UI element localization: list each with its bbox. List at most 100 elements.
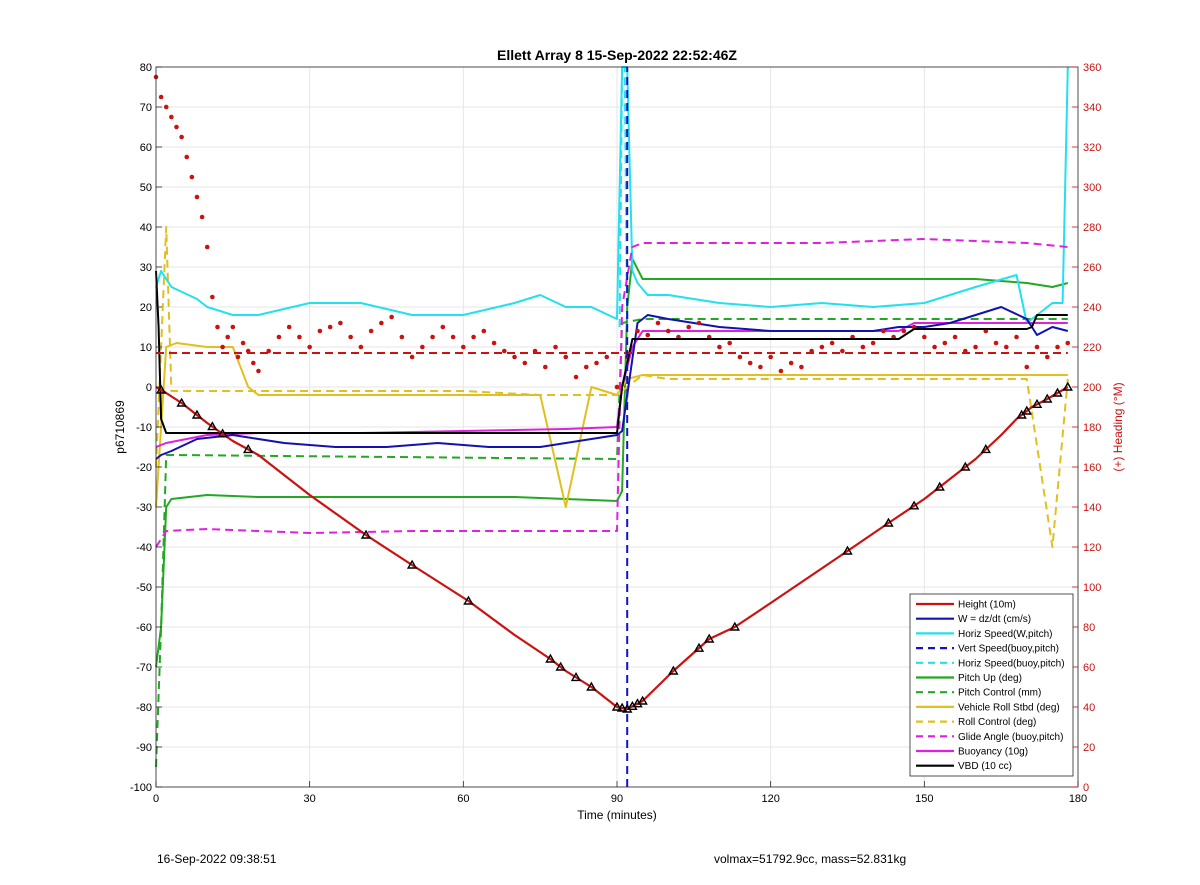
- heading-point: [840, 348, 845, 354]
- legend-label: Buoyancy (10g): [958, 747, 1028, 758]
- legend-label: Roll Control (deg): [958, 717, 1036, 728]
- heading-point: [286, 324, 292, 330]
- series-layer: [153, 66, 1071, 787]
- y2-tick-label: 20: [1083, 742, 1095, 754]
- heading-point: [184, 154, 190, 160]
- y2-tick-label: 300: [1083, 182, 1101, 194]
- heading-point: [276, 334, 282, 340]
- y-tick-label: 70: [140, 102, 152, 114]
- y-tick-label: 10: [140, 342, 152, 354]
- heading-point: [189, 174, 195, 180]
- series-vehicle-roll-stbd-deg: [155, 342, 1068, 508]
- heading-point: [430, 334, 435, 340]
- y2-tick-label: 200: [1083, 382, 1101, 394]
- y2-tick-label: 40: [1083, 702, 1095, 714]
- heading-point: [158, 94, 164, 100]
- y-tick-label: -80: [136, 702, 152, 714]
- heading-point: [717, 344, 722, 350]
- height-marker: [555, 661, 566, 671]
- legend-box: [909, 593, 1074, 777]
- heading-point: [799, 364, 804, 370]
- y2-tick-label: 0: [1083, 782, 1089, 794]
- height-marker: [242, 443, 254, 454]
- height-marker: [463, 595, 474, 605]
- height-marker: [980, 443, 992, 454]
- height-marker: [570, 671, 582, 682]
- heading-point: [230, 324, 236, 330]
- x-tick-label: 90: [611, 793, 623, 805]
- heading-point: [1034, 344, 1040, 350]
- heading-point: [251, 360, 256, 366]
- heading-point: [778, 368, 784, 374]
- heading-point: [583, 364, 589, 370]
- heading-point: [788, 360, 794, 366]
- heading-point: [327, 324, 333, 330]
- heading-point: [225, 334, 231, 340]
- y-tick-label: -50: [136, 582, 152, 594]
- chart-title: Ellett Array 8 15-Sep-2022 22:52:46Z: [497, 47, 737, 63]
- heading-point: [179, 134, 184, 140]
- y-tick-label: -40: [136, 542, 152, 554]
- y2-tick-label: 280: [1083, 222, 1101, 234]
- heading-point: [1014, 334, 1019, 340]
- height-marker: [668, 665, 679, 675]
- heading-point: [512, 354, 517, 360]
- heading-point: [1024, 364, 1030, 370]
- legend: Height (10m) W = dz/dt (cm/s) Horiz Speed(…: [909, 593, 1074, 777]
- heading-point: [604, 354, 610, 360]
- y-tick-label: -20: [136, 462, 152, 474]
- legend-label: Height (10m): [958, 600, 1016, 611]
- heading-point: [973, 344, 978, 350]
- series-roll-control-deg: [155, 226, 1069, 548]
- heading-point: [727, 340, 732, 346]
- heading-point: [952, 334, 958, 340]
- heading-point: [461, 344, 466, 350]
- heading-point: [645, 332, 651, 338]
- x-tick-label: 30: [304, 793, 316, 805]
- height-marker: [637, 695, 648, 705]
- y2-tick-label: 80: [1083, 622, 1095, 634]
- y2-tick-label: 340: [1083, 102, 1101, 114]
- height-marker: [1031, 398, 1043, 409]
- heading-point: [210, 294, 215, 300]
- heading-point: [522, 360, 528, 366]
- height-marker: [934, 481, 945, 491]
- x-tick-label: 150: [915, 793, 933, 805]
- y-tick-label: 40: [140, 222, 152, 234]
- height-marker: [191, 409, 203, 419]
- y-tick-label: -90: [136, 742, 152, 754]
- y2-tick-label: 240: [1083, 302, 1101, 314]
- series-heading: [153, 74, 1071, 390]
- heading-point: [747, 360, 753, 366]
- y2-axis-label: (+) Heading (°M): [1111, 382, 1125, 471]
- height-marker: [908, 500, 920, 510]
- footer-timestamp: 16-Sep-2022 09:38:51: [157, 852, 277, 866]
- heading-point: [819, 344, 825, 350]
- heading-point: [199, 214, 205, 220]
- heading-point: [614, 384, 620, 390]
- heading-point: [368, 328, 374, 334]
- heading-point: [163, 104, 169, 110]
- y2-tick-label: 60: [1083, 662, 1095, 674]
- heading-point: [215, 324, 220, 330]
- heading-point: [440, 324, 446, 330]
- heading-point: [174, 124, 179, 130]
- height-marker: [703, 633, 715, 643]
- heading-point: [594, 360, 599, 366]
- heading-point: [235, 354, 241, 360]
- height-marker: [693, 642, 705, 652]
- series-vbd-10-cc: [155, 270, 1068, 434]
- series-w-dz-dt-cm-s: [155, 306, 1069, 460]
- heading-point: [655, 320, 661, 326]
- y-tick-label: 0: [146, 382, 152, 394]
- heading-point: [399, 334, 405, 340]
- height-marker: [611, 701, 623, 711]
- heading-point: [307, 344, 312, 350]
- height-marker: [406, 559, 418, 569]
- height-marker: [1021, 405, 1032, 415]
- legend-label: Glide Angle (buoy,pitch): [958, 732, 1063, 743]
- heading-point: [358, 344, 364, 350]
- y-tick-label: -10: [136, 422, 152, 434]
- heading-point: [860, 344, 866, 350]
